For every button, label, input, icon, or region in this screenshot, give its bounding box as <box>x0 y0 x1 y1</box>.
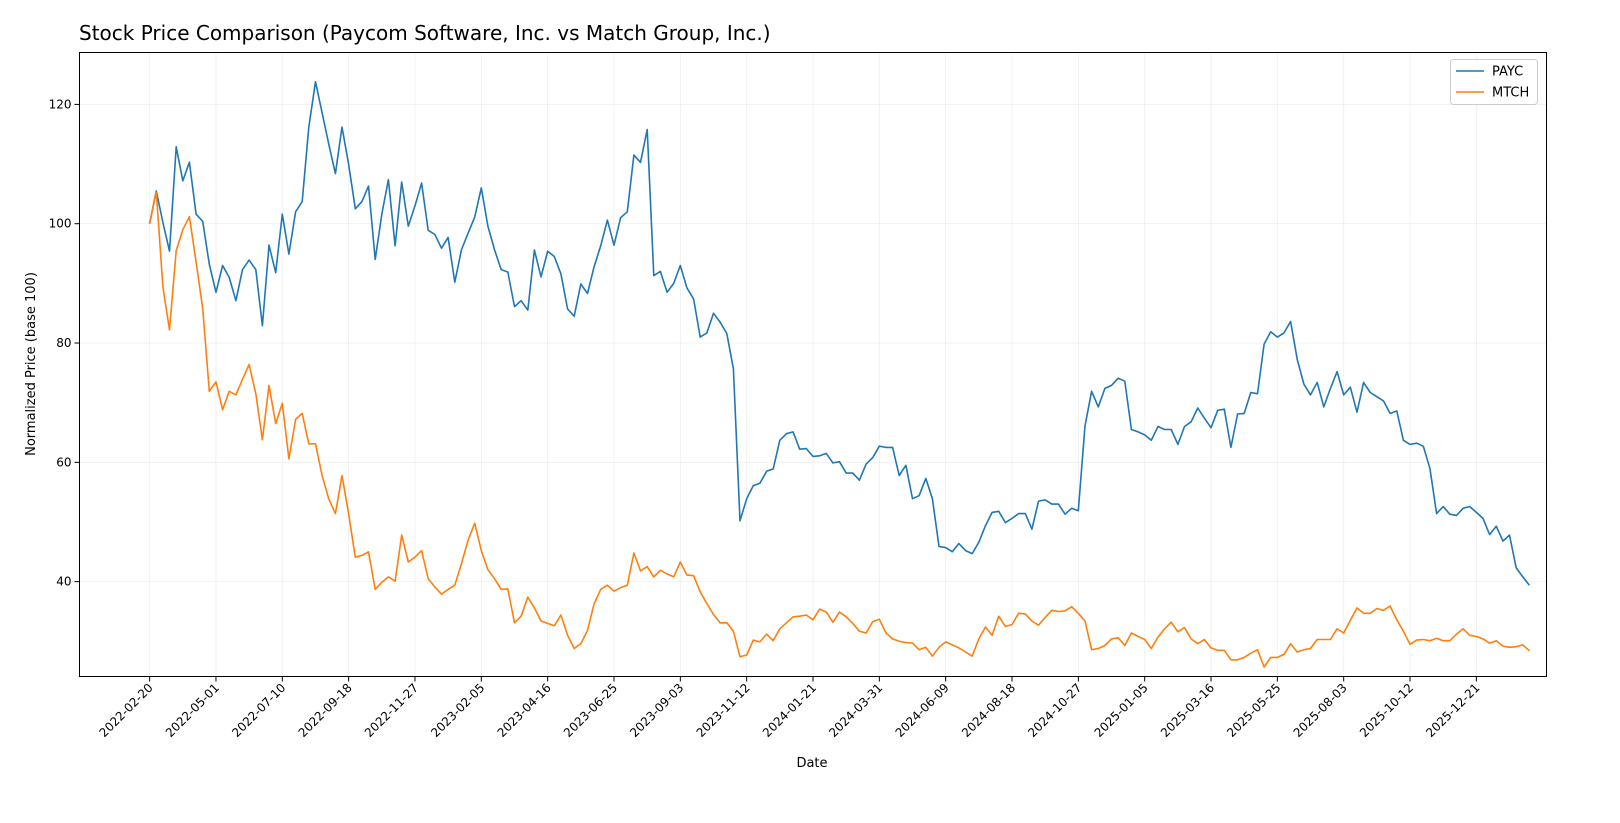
x-tick-label: 2024-03-31 <box>826 681 885 740</box>
x-tick-label: 2025-08-03 <box>1291 681 1350 740</box>
x-tick-label: 2022-07-10 <box>229 681 288 740</box>
y-axis: 40 60 80 100 120 <box>49 97 80 589</box>
x-axis-label: Date <box>796 756 827 771</box>
x-tick-label: 2024-01-21 <box>760 681 819 740</box>
x-tick-label: 2025-01-05 <box>1092 681 1151 740</box>
y-tick-label: 60 <box>56 455 71 469</box>
x-tick-label: 2025-05-25 <box>1224 681 1283 740</box>
x-tick-label: 2022-09-18 <box>296 681 355 740</box>
y-tick-label: 120 <box>49 97 72 111</box>
x-tick-label: 2022-05-01 <box>163 681 222 740</box>
grid-lines <box>79 52 1547 677</box>
y-tick-label: 100 <box>49 217 72 231</box>
x-axis: 2022-02-20 2022-05-01 2022-07-10 2022-09-18… <box>97 676 1482 740</box>
x-tick-label: 2025-12-21 <box>1423 681 1482 740</box>
x-tick-label: 2022-11-27 <box>362 681 421 740</box>
y-tick-label: 40 <box>56 575 71 589</box>
series-line-payc <box>148 80 1531 586</box>
legend-label-payc: PAYC <box>1492 65 1523 80</box>
x-tick-label: 2023-09-03 <box>627 681 686 740</box>
x-tick-label: 2025-03-16 <box>1158 681 1217 740</box>
x-tick-label: 2024-06-09 <box>893 681 952 740</box>
x-tick-label: 2024-08-18 <box>959 681 1018 740</box>
y-tick-label: 80 <box>56 336 71 350</box>
legend: PAYC MTCH <box>1450 59 1538 105</box>
y-axis-label: Normalized Price (base 100) <box>24 272 39 456</box>
series-lines <box>148 80 1531 668</box>
x-tick-label: 2023-04-16 <box>495 681 554 740</box>
x-tick-label: 2024-10-27 <box>1025 681 1084 740</box>
x-tick-label: 2023-06-25 <box>561 681 620 740</box>
x-tick-label: 2023-02-05 <box>428 681 487 740</box>
series-line-mtch <box>148 191 1530 668</box>
x-tick-label: 2022-02-20 <box>97 681 156 740</box>
x-tick-label: 2023-11-12 <box>694 681 753 740</box>
legend-label-mtch: MTCH <box>1492 86 1529 101</box>
chart-title: Stock Price Comparison (Paycom Software,… <box>79 21 771 45</box>
x-tick-label: 2025-10-12 <box>1357 681 1416 740</box>
